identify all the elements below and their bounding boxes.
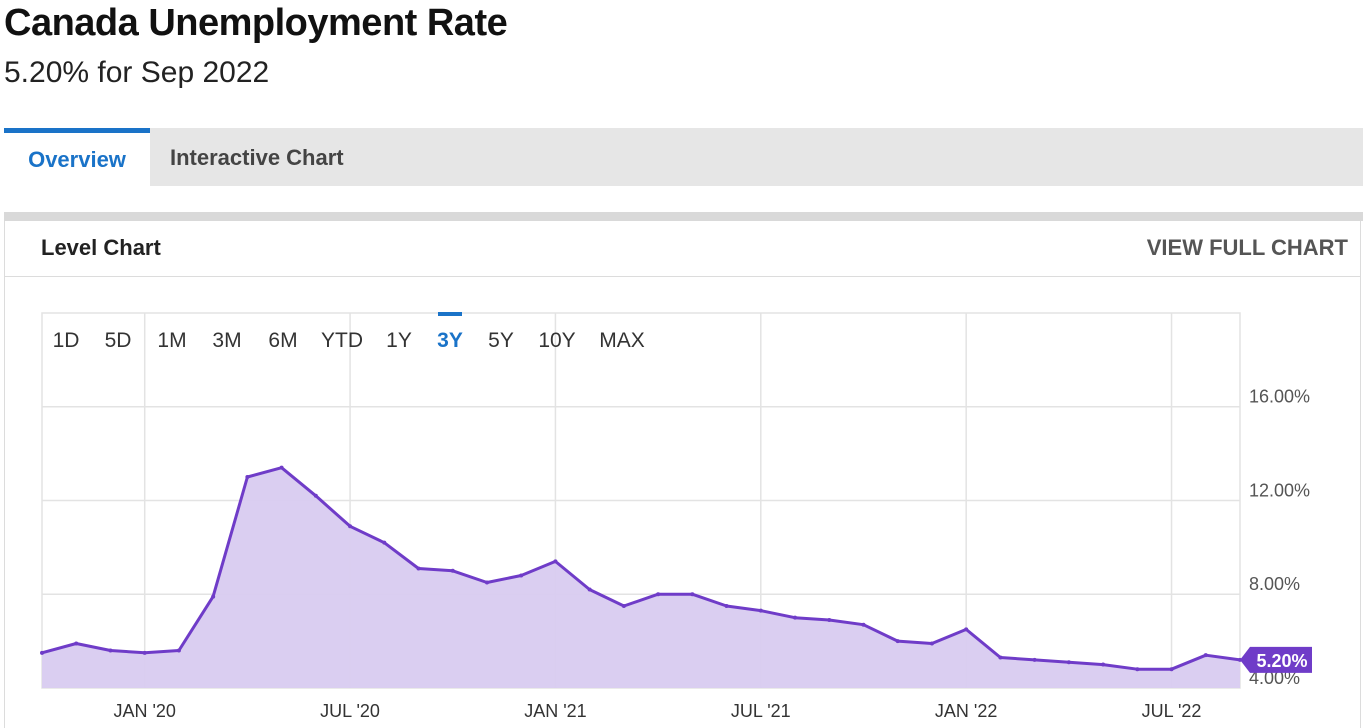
page-title: Canada Unemployment Rate bbox=[4, 2, 508, 44]
range-active-indicator bbox=[438, 312, 462, 316]
y-tick-label: 4.00% bbox=[1249, 668, 1300, 688]
data-point bbox=[348, 524, 353, 529]
data-point bbox=[656, 592, 661, 597]
x-tick-label: JAN '22 bbox=[935, 701, 997, 721]
panel-header: Level Chart VIEW FULL CHART bbox=[5, 221, 1360, 277]
x-tick-label: JAN '20 bbox=[113, 701, 175, 721]
data-point bbox=[279, 465, 284, 470]
data-point bbox=[1032, 657, 1037, 662]
data-point bbox=[964, 627, 969, 632]
data-point bbox=[108, 648, 113, 653]
range-button-6m[interactable]: 6M bbox=[268, 329, 297, 352]
data-point bbox=[313, 493, 318, 498]
tab-bar: Overview Interactive Chart bbox=[4, 128, 1363, 186]
series-area bbox=[42, 467, 1240, 688]
data-point bbox=[553, 559, 558, 564]
y-tick-label: 8.00% bbox=[1249, 574, 1300, 594]
range-button-1m[interactable]: 1M bbox=[157, 329, 186, 352]
x-tick-label: JAN '21 bbox=[524, 701, 586, 721]
data-point bbox=[929, 641, 934, 646]
series-line bbox=[41, 466, 1241, 671]
range-button-1y[interactable]: 1Y bbox=[386, 329, 412, 352]
data-point bbox=[416, 566, 421, 571]
data-point bbox=[1101, 662, 1106, 667]
data-point bbox=[245, 475, 250, 480]
last-value-badge bbox=[1240, 646, 1312, 673]
x-tick-label: JUL '22 bbox=[1142, 701, 1202, 721]
range-button-max[interactable]: MAX bbox=[599, 329, 645, 352]
data-point bbox=[1066, 660, 1071, 665]
data-point bbox=[895, 639, 900, 644]
range-button-5y[interactable]: 5Y bbox=[488, 329, 514, 352]
data-point bbox=[861, 622, 866, 627]
data-point bbox=[1169, 667, 1174, 672]
level-chart-panel: Level Chart VIEW FULL CHART bbox=[4, 221, 1361, 728]
data-point bbox=[1135, 667, 1140, 672]
data-point bbox=[519, 573, 524, 578]
data-point bbox=[142, 650, 147, 655]
last-value-label: 5.20% bbox=[1256, 651, 1307, 671]
page-subtitle: 5.20% for Sep 2022 bbox=[4, 56, 270, 89]
view-full-chart-link[interactable]: VIEW FULL CHART bbox=[1146, 235, 1348, 260]
range-button-ytd[interactable]: YTD bbox=[321, 329, 363, 352]
data-point bbox=[998, 655, 1003, 660]
tab-overview[interactable]: Overview bbox=[4, 128, 150, 186]
x-tick-label: JUL '20 bbox=[320, 701, 380, 721]
data-point bbox=[40, 650, 44, 655]
data-point bbox=[587, 587, 592, 592]
data-point bbox=[484, 580, 489, 585]
data-point bbox=[74, 641, 79, 646]
data-point bbox=[176, 648, 181, 653]
range-button-1d[interactable]: 1D bbox=[53, 329, 80, 352]
panel-top-border bbox=[4, 212, 1363, 221]
panel-title: Level Chart bbox=[41, 235, 161, 260]
data-point bbox=[211, 594, 216, 599]
data-point bbox=[450, 568, 455, 573]
data-point bbox=[793, 615, 798, 620]
data-point bbox=[758, 608, 763, 613]
y-tick-label: 12.00% bbox=[1249, 480, 1310, 500]
data-point bbox=[724, 603, 729, 608]
data-point bbox=[382, 540, 387, 545]
data-point bbox=[1203, 653, 1208, 658]
data-point bbox=[690, 592, 695, 597]
range-button-10y[interactable]: 10Y bbox=[538, 329, 575, 352]
x-tick-label: JUL '21 bbox=[731, 701, 791, 721]
range-button-5d[interactable]: 5D bbox=[105, 329, 132, 352]
y-tick-label: 16.00% bbox=[1249, 387, 1310, 407]
tab-interactive-chart[interactable]: Interactive Chart bbox=[170, 145, 344, 170]
data-point bbox=[827, 618, 832, 623]
data-point bbox=[621, 603, 626, 608]
range-button-3y[interactable]: 3Y bbox=[437, 329, 463, 352]
range-button-3m[interactable]: 3M bbox=[212, 329, 241, 352]
